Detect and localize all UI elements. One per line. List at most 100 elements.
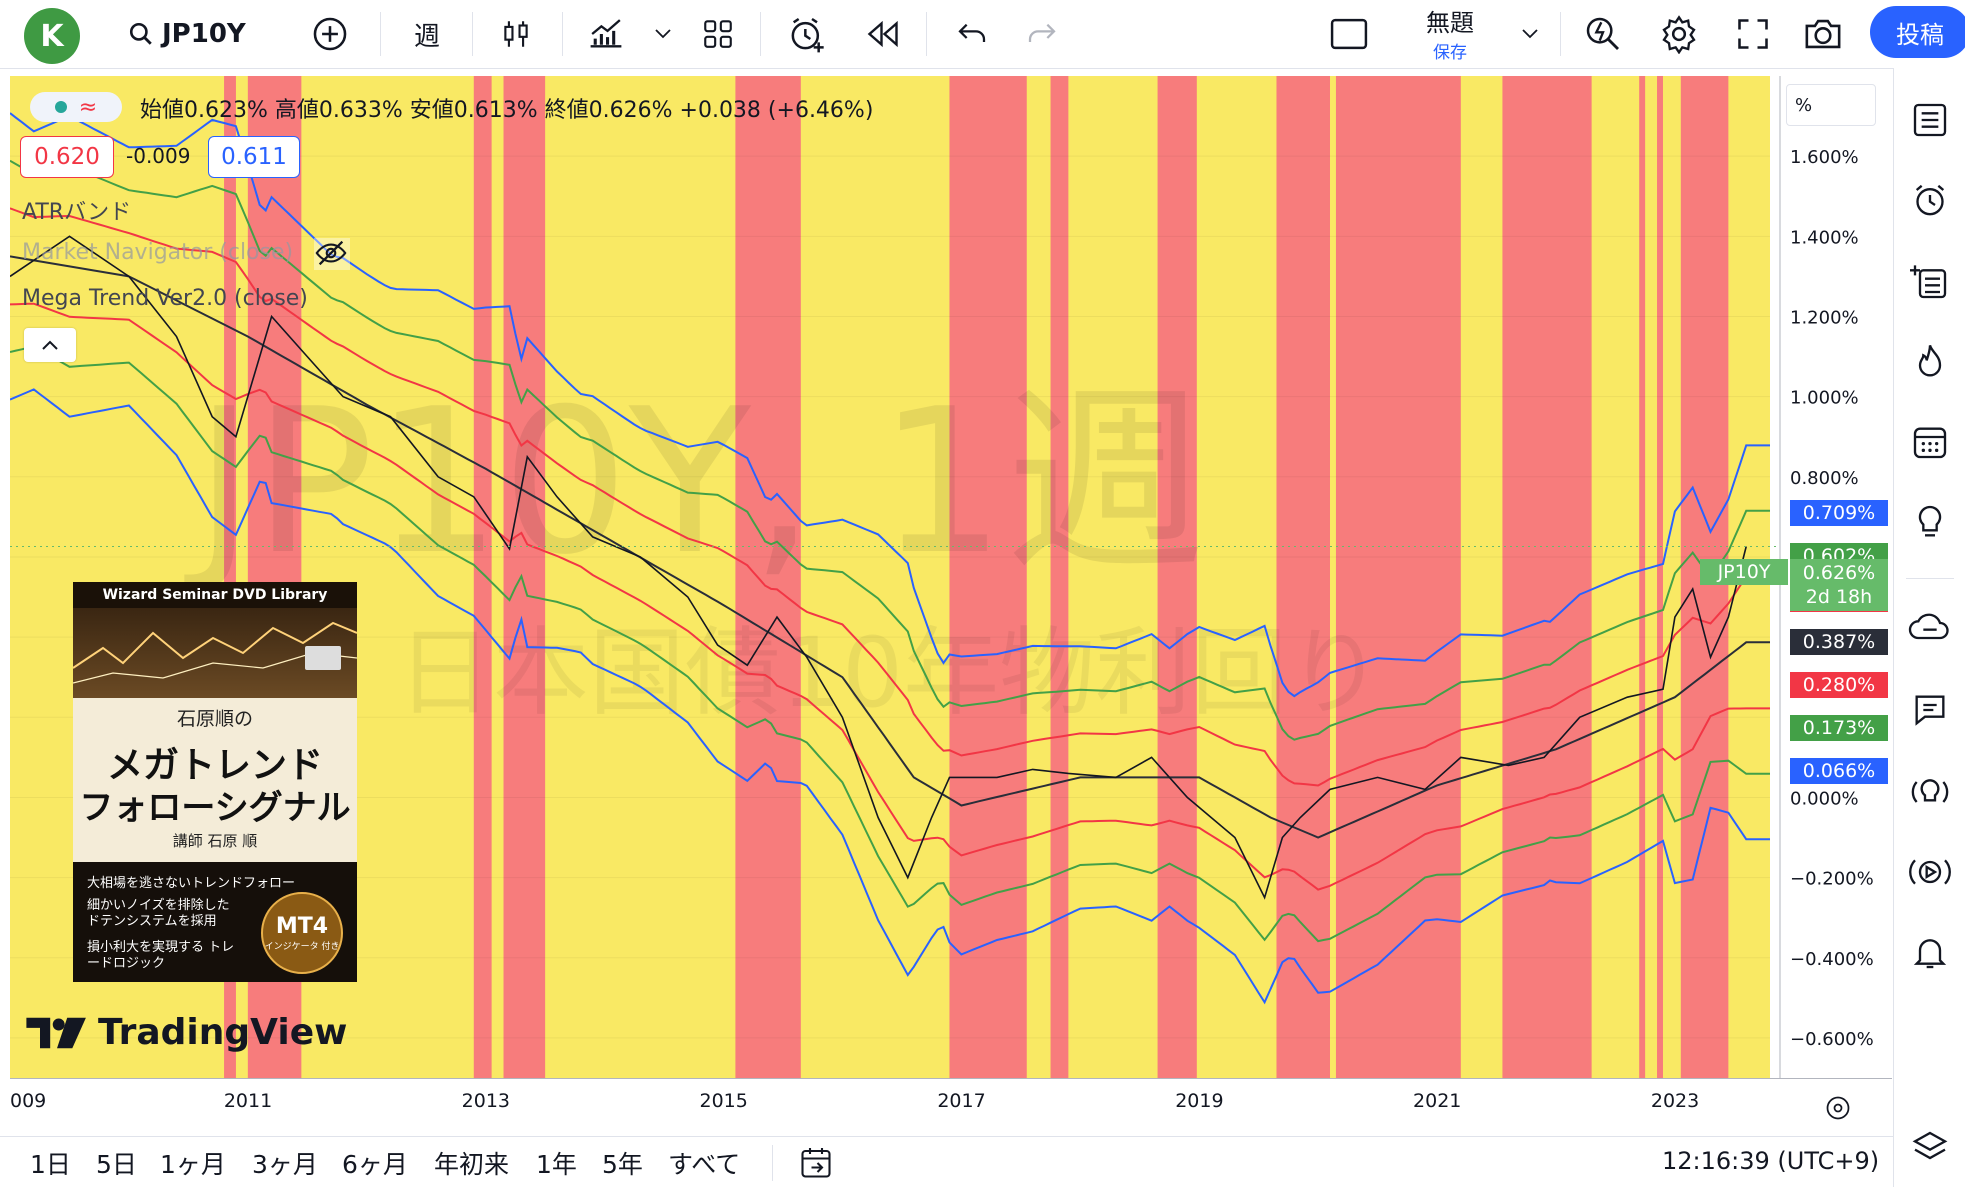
bottom-toolbar: 1日 5日 1ヶ月 3ヶ月 6ヶ月 年初来 1年 5年 すべて 12:16:39 (UTC+9) [0, 1136, 1893, 1188]
layout-grid-button[interactable] [696, 14, 740, 54]
chart-type-button[interactable] [494, 14, 538, 54]
time-tick-label: 2023 [1650, 1090, 1700, 1112]
indicator-mega-trend[interactable]: Mega Trend Ver2.0 (close) [22, 286, 308, 311]
symbol-search-button[interactable]: JP10Y [128, 14, 246, 54]
ad-header: Wizard Seminar DVD Library [73, 582, 357, 608]
price-unit-box[interactable]: % [1786, 84, 1876, 126]
range-button[interactable]: すべて [668, 1150, 741, 1179]
tradingview-logo[interactable]: TradingView [26, 1012, 347, 1053]
axis-settings-button[interactable] [1818, 1088, 1858, 1128]
bear-zone [1639, 76, 1646, 1078]
fullscreen-button[interactable] [1730, 12, 1776, 56]
alarm-plus-icon [791, 17, 824, 53]
chevron-up-icon [42, 340, 58, 350]
calendar-icon [1913, 427, 1947, 459]
alarm-clock-icon [1915, 184, 1945, 216]
price-tick-label: 1.200% [1790, 307, 1859, 328]
chats-button[interactable] [1908, 606, 1952, 650]
indicators-button[interactable] [582, 14, 630, 54]
band-outer-upper [10, 112, 1770, 698]
ad-badge-text: MT4 [275, 914, 329, 939]
watchlist-button[interactable] [1908, 98, 1952, 142]
band-outer-lower [10, 388, 1770, 1005]
redo-button[interactable] [1020, 14, 1064, 54]
indicator-market-navigator[interactable]: Market Navigator (close) [22, 240, 294, 265]
undo-icon [958, 23, 986, 42]
object-tree-button[interactable] [1908, 260, 1952, 304]
price-tick-label: 1.600% [1790, 147, 1859, 168]
toolbar-divider [380, 12, 381, 56]
notifications-button[interactable] [1908, 930, 1952, 974]
wave-icon: ≈ [78, 94, 98, 120]
rewind-icon [867, 20, 898, 48]
message-icon [1915, 695, 1945, 726]
range-button[interactable]: 1年 [536, 1150, 577, 1179]
layout-select-button[interactable] [1326, 14, 1372, 54]
bear-zone [949, 76, 1027, 1078]
range-button[interactable]: 3ヶ月 [252, 1150, 318, 1179]
gear-icon [1662, 15, 1696, 54]
layout-name-button[interactable]: 無題 保存 [1410, 4, 1490, 63]
bar-replay-button[interactable] [860, 14, 906, 54]
interval-button[interactable]: 週 [400, 14, 454, 54]
indicator-atr-band[interactable]: ATRバンド [22, 200, 132, 225]
goto-date-button[interactable] [796, 1143, 836, 1183]
time-axis[interactable] [10, 1078, 1892, 1137]
compare-add-button[interactable] [310, 14, 350, 54]
calendar-button[interactable] [1908, 420, 1952, 464]
range-button[interactable]: 6ヶ月 [342, 1150, 408, 1179]
range-button[interactable]: 年初来 [434, 1150, 510, 1179]
clock[interactable]: 12:16:39 (UTC+9) [1662, 1147, 1880, 1175]
legend-dot-button[interactable]: ≈ [30, 92, 122, 122]
settings-button[interactable] [1656, 12, 1702, 56]
range-button[interactable]: 1日 [30, 1150, 71, 1179]
messages-button[interactable] [1908, 688, 1952, 732]
alerts-button[interactable] [1908, 178, 1952, 222]
add-alert-button[interactable] [784, 12, 830, 56]
snapshot-button[interactable] [1800, 12, 1846, 56]
ad-author-small: 石原順の [176, 708, 253, 730]
grid-icon [704, 20, 732, 48]
time-tick-label: 2011 [223, 1090, 273, 1112]
current-price-tag: 0.626% 2d 18h [1790, 559, 1888, 611]
right-sidebar [1893, 68, 1965, 1187]
streams-button[interactable] [1908, 850, 1952, 894]
undo-button[interactable] [950, 14, 994, 54]
hotlists-button[interactable] [1908, 340, 1952, 384]
range-button[interactable]: 5年 [602, 1150, 643, 1179]
hidden-eye-icon[interactable] [314, 238, 350, 270]
range-button[interactable]: 1ヶ月 [160, 1150, 226, 1179]
ideas-button[interactable] [1908, 500, 1952, 544]
idea-streams-button[interactable] [1908, 770, 1952, 814]
toolbar-divider [562, 12, 563, 56]
range-button[interactable]: 5日 [96, 1150, 137, 1179]
layout-save-label: 保存 [1433, 43, 1467, 63]
indicators-dropdown[interactable] [648, 20, 678, 48]
quick-search-button[interactable] [1580, 12, 1626, 56]
post-button[interactable]: 投稿 [1870, 6, 1965, 58]
ad-lecturer: 講師 石原 順 [172, 832, 258, 850]
time-tick-label: 009 [10, 1090, 47, 1112]
layers-button[interactable] [1908, 1126, 1952, 1170]
dvd-ad-banner[interactable]: Wizard Seminar DVD Library 石原順の メガトレンド フ… [73, 582, 357, 982]
sell-price-button[interactable]: 0.620 [20, 136, 114, 178]
atr-bands [10, 112, 1770, 1005]
buy-price: 0.611 [221, 144, 287, 170]
play-broadcast-icon [1909, 859, 1951, 885]
collapse-legend-button[interactable] [24, 328, 76, 362]
bear-zone [503, 76, 546, 1078]
bell-icon [1913, 939, 1947, 969]
price-close-line [10, 235, 1747, 900]
current-symbol: JP10Y [1717, 561, 1771, 583]
bear-zone [1657, 76, 1663, 1078]
ad-point-2: 細かいノイズを排除した ドテンシステムを採用 [87, 898, 230, 929]
layout-dropdown[interactable] [1515, 20, 1545, 48]
time-tick-label: 2013 [461, 1090, 511, 1112]
chat-cloud-icon [1908, 613, 1949, 640]
band-mid-upper [10, 159, 1770, 741]
price-tag: 0.173% [1790, 715, 1888, 742]
user-avatar[interactable]: K [24, 8, 80, 64]
buy-price-button[interactable]: 0.611 [208, 136, 300, 178]
bear-zone [1276, 76, 1330, 1078]
lightning-search-icon [1586, 17, 1620, 51]
